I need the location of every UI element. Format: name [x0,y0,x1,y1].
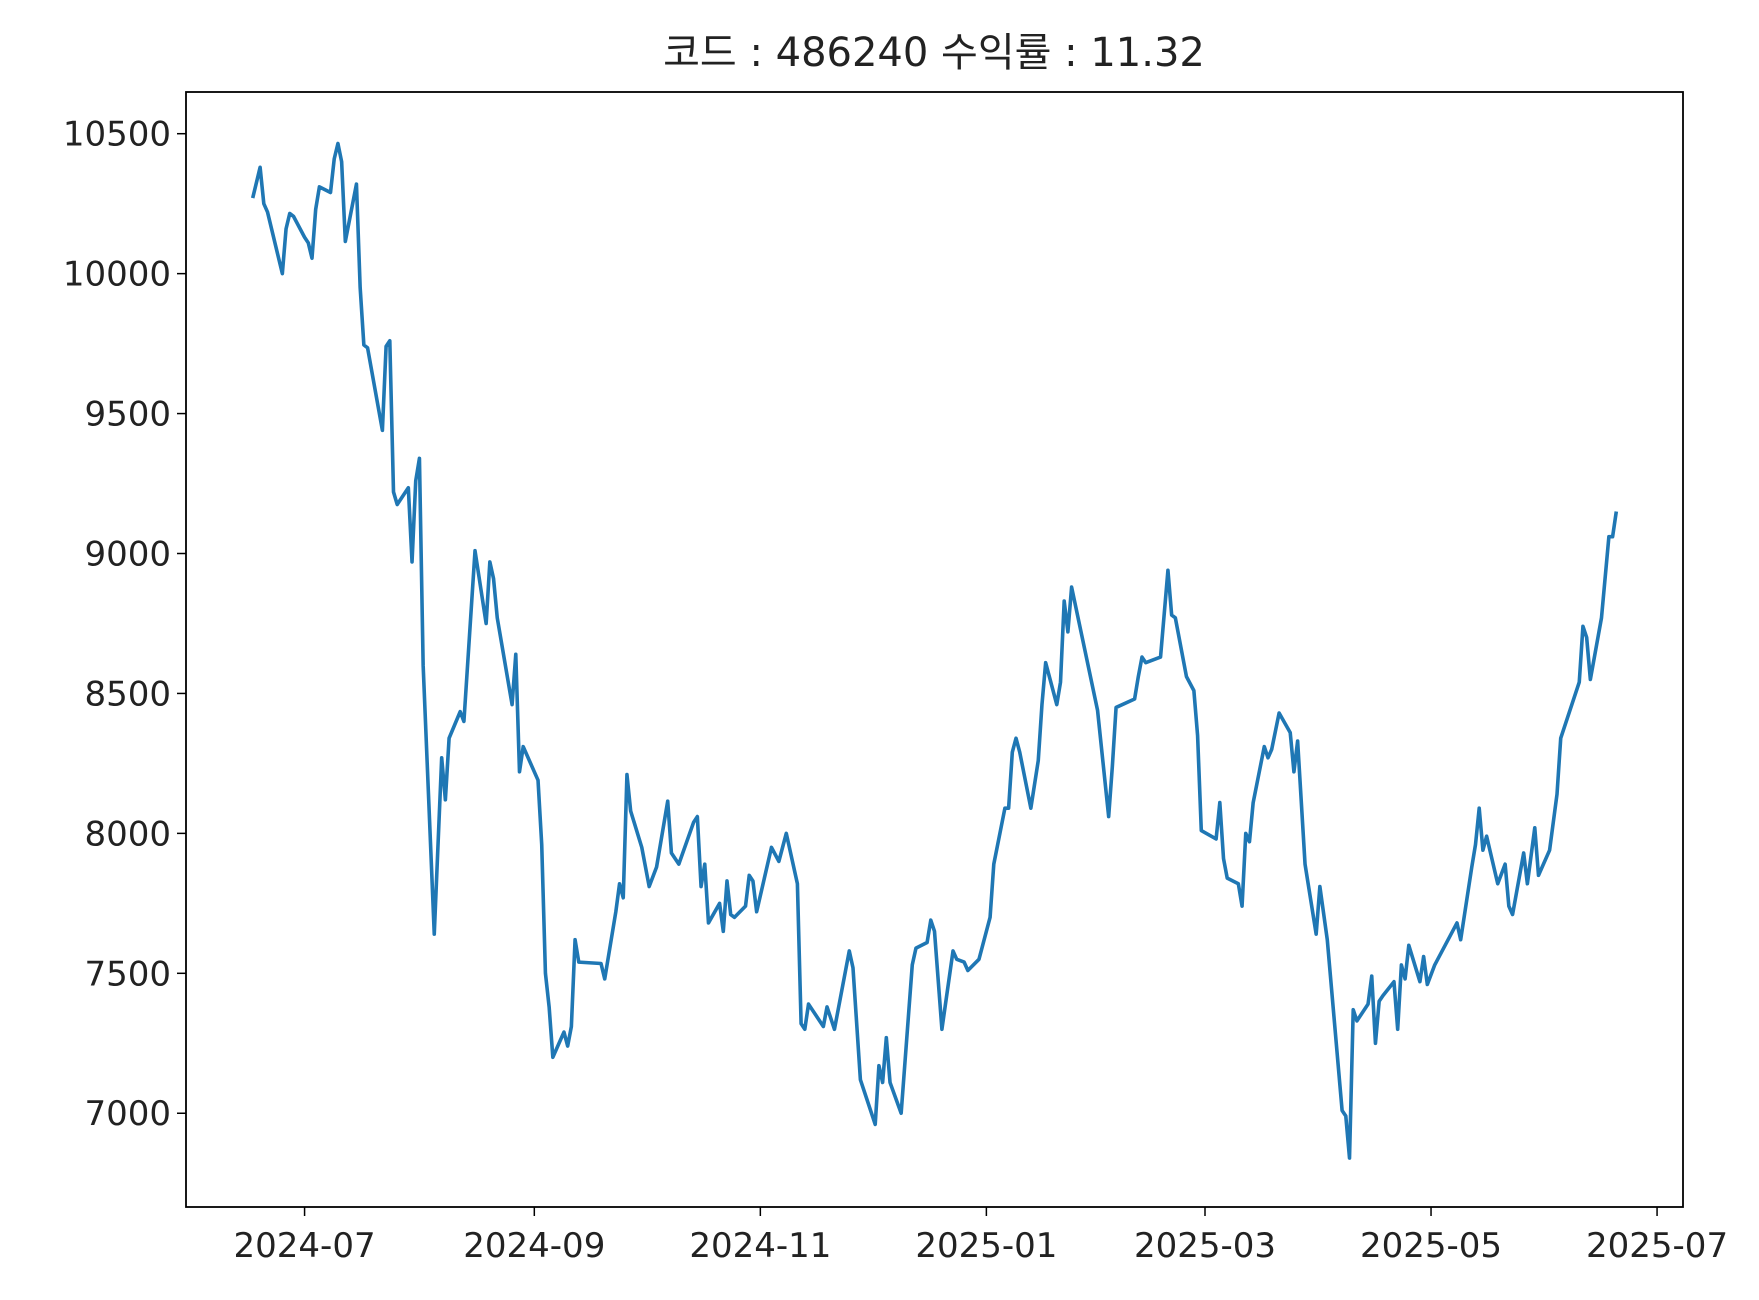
y-tick-label: 10500 [63,115,171,155]
x-tick-label: 2025-03 [1134,1226,1276,1266]
x-tick-label: 2024-07 [234,1226,376,1266]
y-tick-label: 8500 [84,674,171,714]
y-tick-label: 10000 [63,255,171,295]
x-tick-label: 2024-09 [463,1226,605,1266]
x-tick-label: 2025-01 [915,1226,1057,1266]
y-tick-label: 7500 [84,954,171,994]
x-tick-label: 2025-05 [1360,1226,1502,1266]
y-tick-label: 9000 [84,535,171,575]
x-tick-label: 2024-11 [689,1226,831,1266]
x-tick-label: 2025-07 [1586,1226,1728,1266]
plot-frame [185,91,1684,1208]
y-tick-label: 8000 [84,814,171,854]
y-tick-label: 7000 [84,1094,171,1134]
y-tick-label: 9500 [84,395,171,435]
data-line [250,141,1619,1160]
chart-title: 코드 : 486240 수익률 : 11.32 [663,30,1205,76]
